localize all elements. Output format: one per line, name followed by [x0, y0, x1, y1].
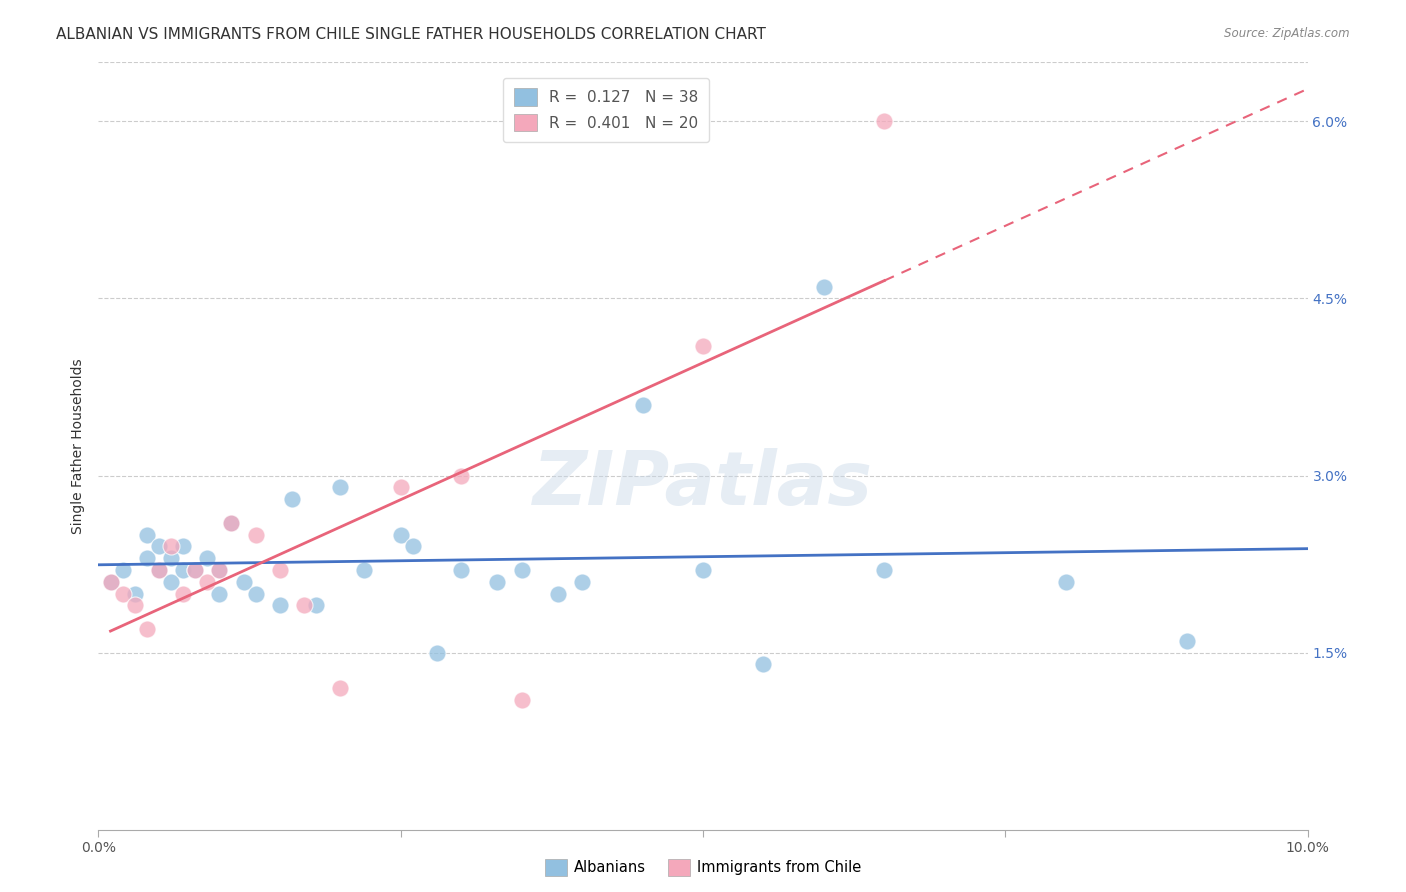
- Point: [124, 586, 146, 600]
- Point: [221, 516, 243, 530]
- Point: [402, 539, 425, 553]
- Text: ALBANIAN VS IMMIGRANTS FROM CHILE SINGLE FATHER HOUSEHOLDS CORRELATION CHART: ALBANIAN VS IMMIGRANTS FROM CHILE SINGLE…: [56, 27, 766, 42]
- Point: [269, 599, 291, 613]
- Point: [111, 586, 134, 600]
- Text: ZIPatlas: ZIPatlas: [533, 448, 873, 521]
- Point: [486, 574, 509, 589]
- Point: [1054, 574, 1077, 589]
- Point: [232, 574, 254, 589]
- Point: [692, 339, 714, 353]
- Point: [124, 599, 146, 613]
- Point: [135, 551, 157, 566]
- Point: [389, 527, 412, 541]
- Point: [184, 563, 207, 577]
- Point: [111, 563, 134, 577]
- Point: [292, 599, 315, 613]
- Point: [281, 492, 304, 507]
- Point: [184, 563, 207, 577]
- Point: [195, 551, 218, 566]
- Point: [752, 657, 775, 672]
- Point: [426, 646, 449, 660]
- Point: [813, 279, 835, 293]
- Point: [571, 574, 593, 589]
- Point: [631, 398, 654, 412]
- Point: [353, 563, 375, 577]
- Point: [450, 563, 472, 577]
- Point: [160, 539, 183, 553]
- Y-axis label: Single Father Households: Single Father Households: [70, 359, 84, 533]
- Point: [450, 468, 472, 483]
- Text: Source: ZipAtlas.com: Source: ZipAtlas.com: [1225, 27, 1350, 40]
- Point: [245, 586, 267, 600]
- Point: [1175, 633, 1198, 648]
- Point: [148, 563, 170, 577]
- Legend: Albanians, Immigrants from Chile: Albanians, Immigrants from Chile: [538, 854, 868, 881]
- Point: [148, 539, 170, 553]
- Legend: R =  0.127   N = 38, R =  0.401   N = 20: R = 0.127 N = 38, R = 0.401 N = 20: [503, 78, 709, 142]
- Point: [208, 563, 231, 577]
- Point: [172, 539, 194, 553]
- Point: [389, 480, 412, 494]
- Point: [269, 563, 291, 577]
- Point: [692, 563, 714, 577]
- Point: [100, 574, 122, 589]
- Point: [100, 574, 122, 589]
- Point: [873, 114, 896, 128]
- Point: [195, 574, 218, 589]
- Point: [510, 563, 533, 577]
- Point: [221, 516, 243, 530]
- Point: [547, 586, 569, 600]
- Point: [510, 692, 533, 706]
- Point: [329, 681, 352, 695]
- Point: [148, 563, 170, 577]
- Point: [305, 599, 328, 613]
- Point: [329, 480, 352, 494]
- Point: [135, 622, 157, 636]
- Point: [208, 563, 231, 577]
- Point: [172, 586, 194, 600]
- Point: [208, 586, 231, 600]
- Point: [172, 563, 194, 577]
- Point: [160, 574, 183, 589]
- Point: [873, 563, 896, 577]
- Point: [245, 527, 267, 541]
- Point: [135, 527, 157, 541]
- Point: [160, 551, 183, 566]
